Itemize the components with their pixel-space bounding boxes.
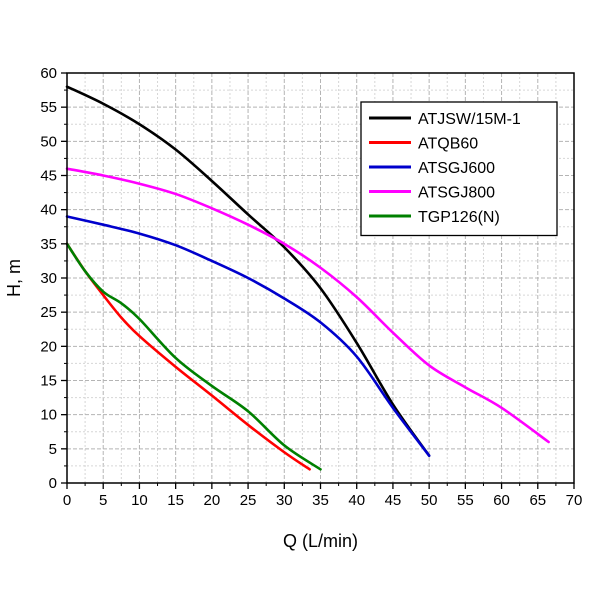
y-tick-label: 40 (40, 202, 57, 219)
x-tick-label: 65 (529, 492, 546, 509)
y-tick-label: 60 (40, 65, 57, 82)
y-tick-label: 15 (40, 373, 57, 390)
x-tick-label: 25 (240, 492, 257, 509)
series-lines (65, 85, 550, 471)
y-tick-label: 45 (40, 168, 57, 185)
tick-labels: 0 5 10 15 20 25 30 35 40 45 50 55 60 65 70 0 5 10 15 20 25 30… (40, 65, 582, 509)
grid (66, 72, 575, 484)
x-tick-label: 30 (276, 492, 293, 509)
axis-ticks (61, 72, 575, 489)
y-tick-label: 5 (49, 441, 57, 458)
legend-entry: ATSGJ800 (369, 185, 495, 202)
x-tick-label: 35 (312, 492, 329, 509)
series-line-atsgj800 (65, 167, 550, 444)
y-tick-label: 50 (40, 133, 57, 150)
y-tick-label: 25 (40, 304, 57, 321)
x-tick-label: 0 (63, 492, 71, 509)
legend-box (360, 101, 558, 237)
y-tick-label: 35 (40, 236, 57, 253)
x-tick-label: 55 (457, 492, 474, 509)
legend-label: TGP126(N) (418, 209, 500, 226)
legend-label: ATSGJ800 (418, 185, 495, 202)
legend-label: ATJSW/15M-1 (418, 111, 521, 128)
y-tick-label: 20 (40, 338, 57, 355)
legend-entry: ATSGJ600 (369, 160, 495, 177)
legend-label: ATQB60 (418, 136, 478, 153)
series-line-atjsw-15m-1 (65, 85, 431, 457)
x-tick-label: 40 (348, 492, 365, 509)
legend-entry: TGP126(N) (369, 209, 500, 226)
x-tick-label: 70 (566, 492, 583, 509)
x-tick-label: 20 (204, 492, 221, 509)
x-tick-label: 15 (167, 492, 184, 509)
series-line-tgp126-n (65, 242, 322, 471)
y-tick-label: 0 (49, 475, 57, 492)
x-axis-title: Q (L/min) (283, 531, 358, 551)
y-tick-label: 55 (40, 99, 57, 116)
y-axis-title: H, m (4, 259, 24, 297)
series-line-atsgj600 (65, 215, 431, 457)
x-tick-label: 50 (421, 492, 438, 509)
y-tick-label: 10 (40, 407, 57, 424)
y-tick-label: 30 (40, 270, 57, 287)
x-tick-label: 45 (385, 492, 402, 509)
legend-entry: ATQB60 (369, 136, 478, 153)
x-tick-label: 5 (99, 492, 107, 509)
x-tick-label: 10 (131, 492, 148, 509)
x-tick-label: 60 (493, 492, 510, 509)
legend-label: ATSGJ600 (418, 160, 495, 177)
legend: ATJSW/15M-1 ATQB60 ATSGJ600 ATSGJ800 TGP126(… (360, 101, 558, 237)
legend-entry: ATJSW/15M-1 (369, 111, 521, 128)
